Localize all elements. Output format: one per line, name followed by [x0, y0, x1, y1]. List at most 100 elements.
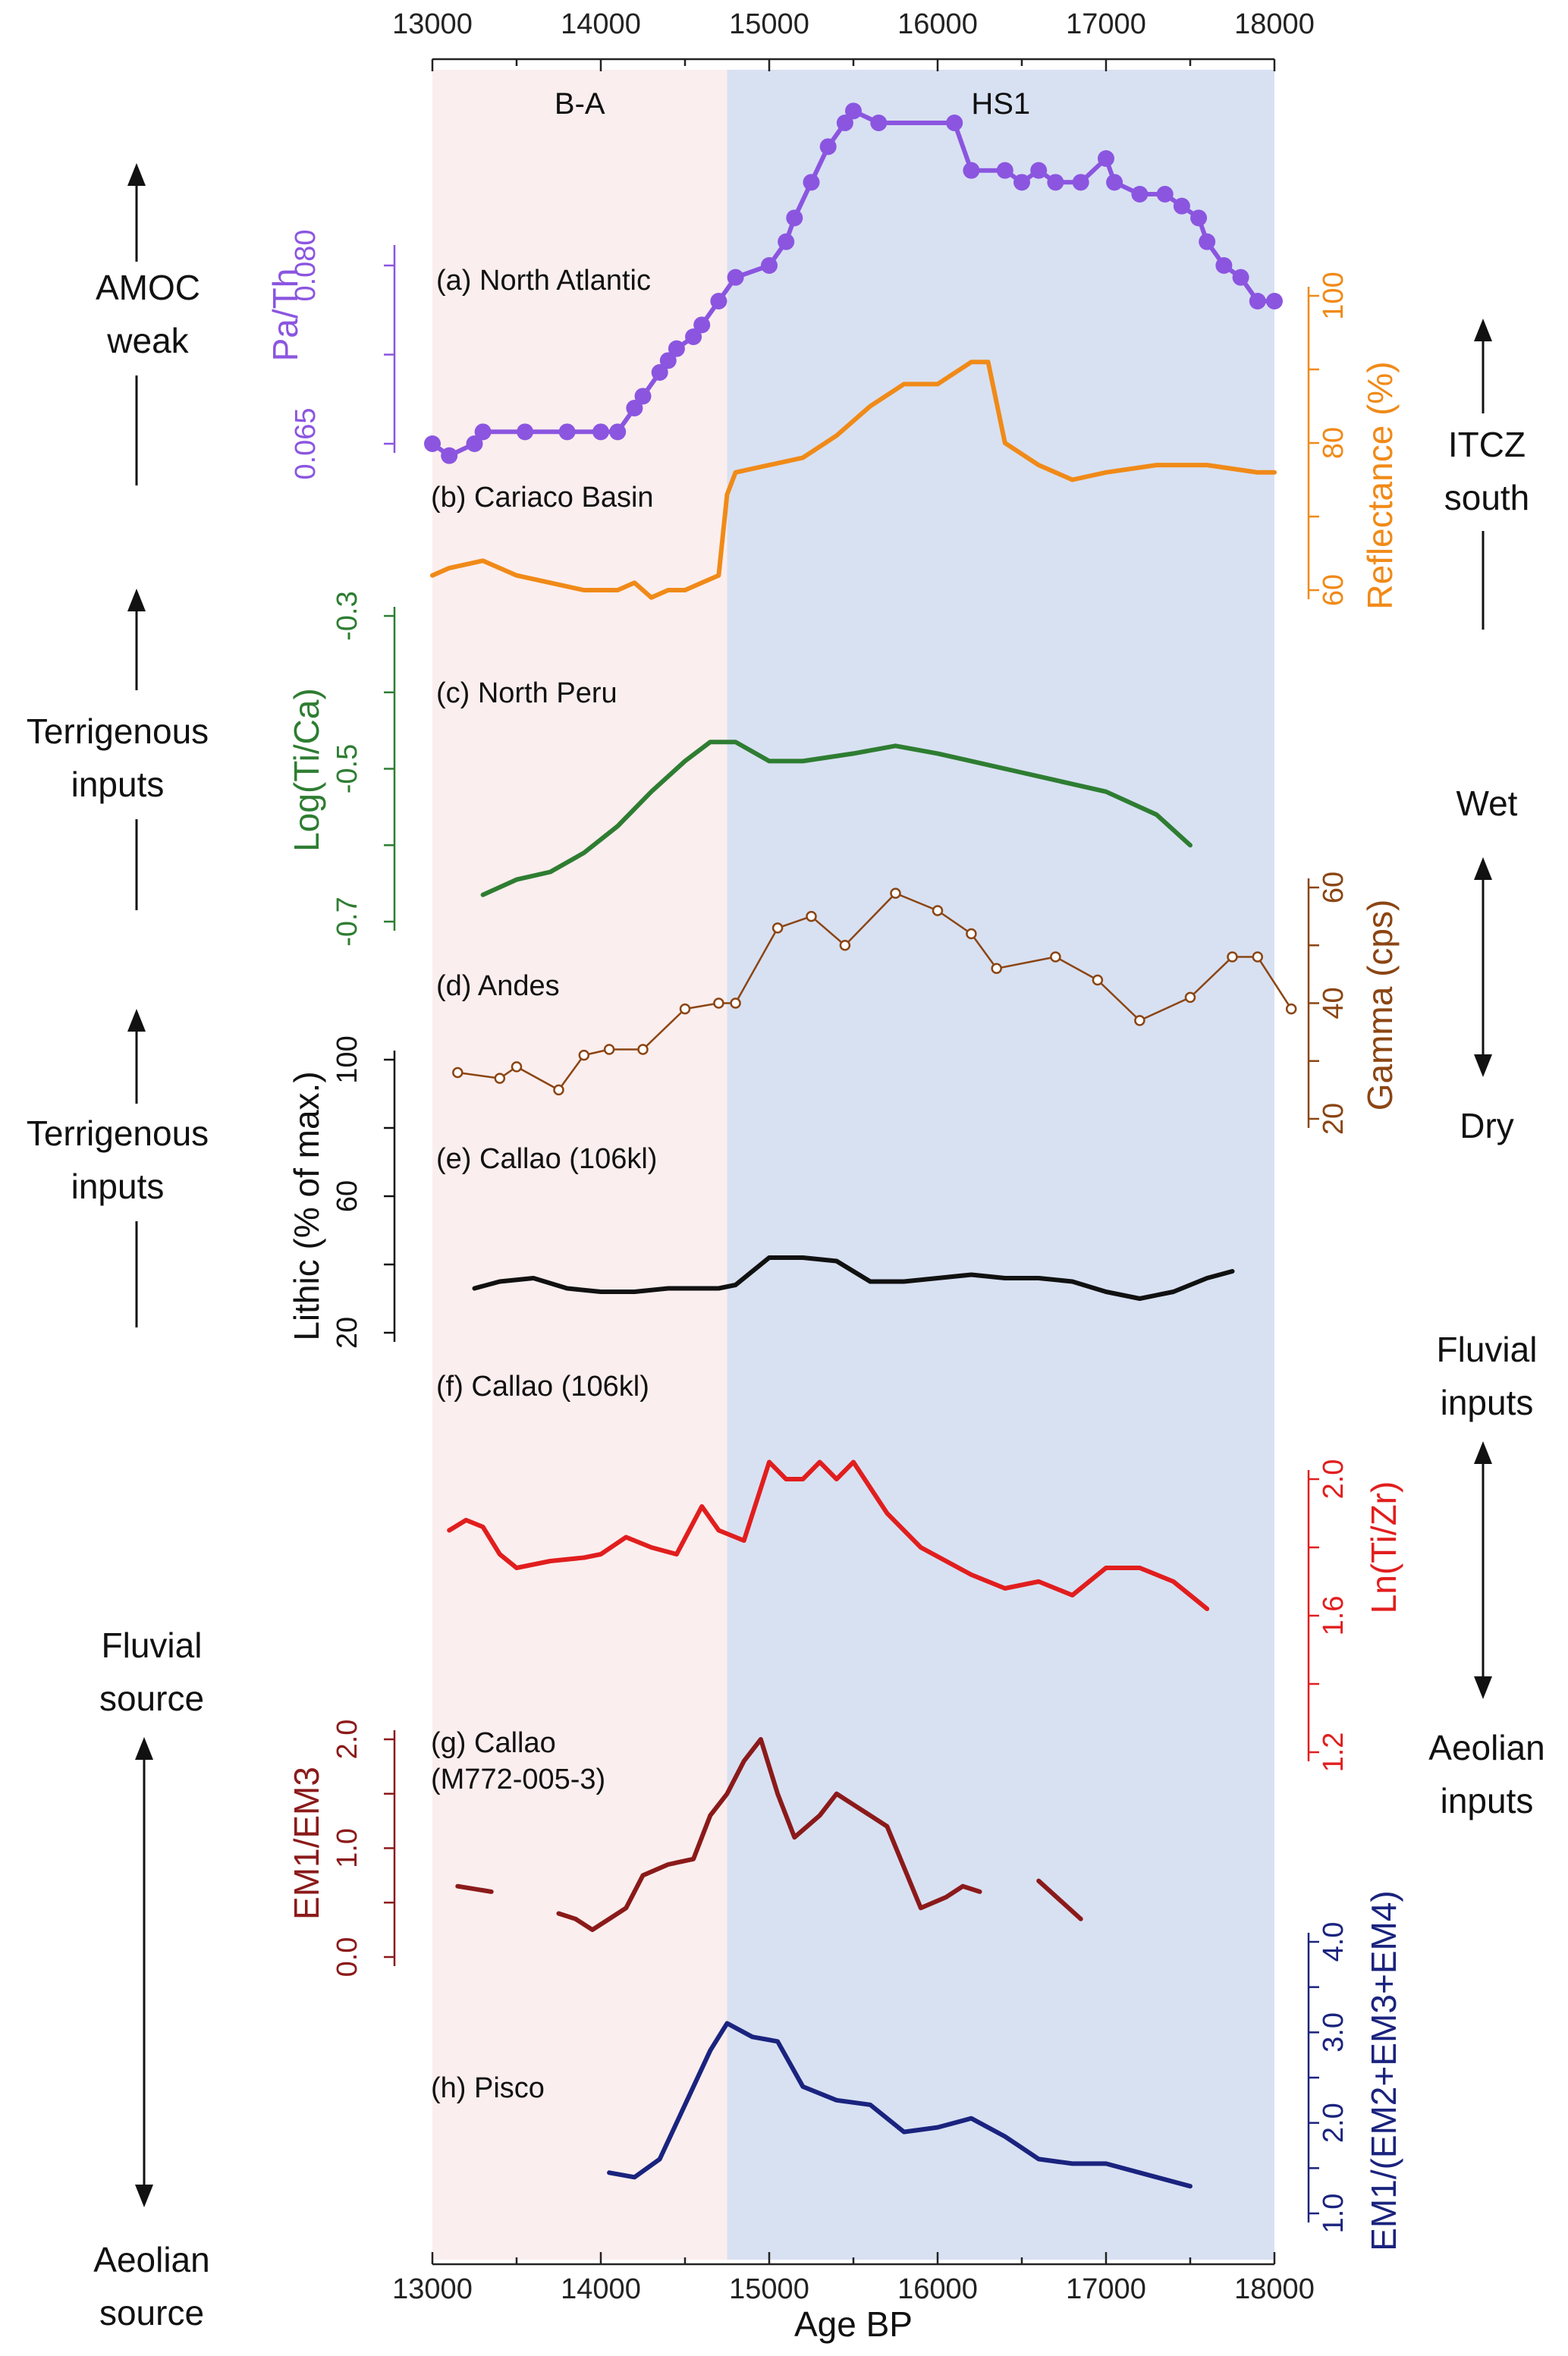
y-tick-label: 4.0: [1318, 1922, 1350, 1962]
annotation-text: south: [1444, 478, 1530, 517]
x-tick-label: 18000: [1234, 2273, 1315, 2305]
panel-label-f: (f) Callao (106kl): [436, 1371, 649, 1403]
data-point: [1047, 174, 1064, 190]
data-point: [1233, 269, 1249, 286]
y-tick-label: 1.0: [1318, 2194, 1350, 2234]
panel-label-g-line1: (g) Callao: [431, 1727, 556, 1759]
data-point: [761, 257, 778, 274]
data-point: [1249, 293, 1266, 309]
data-point: [807, 912, 816, 921]
x-tick-label: 15000: [729, 2273, 809, 2305]
paleoclimate-stacked-chart: B-A HS1 13000 14000 15000 16000 17000 18000 1…: [0, 0, 1568, 2356]
data-point: [891, 889, 900, 898]
data-point: [1174, 198, 1190, 215]
data-point: [803, 174, 820, 190]
annotation-text: inputs: [71, 1167, 165, 1206]
x-tick-label: 14000: [561, 8, 641, 40]
data-point: [555, 1085, 564, 1095]
data-point: [1013, 174, 1030, 190]
y-tick-label: 60: [332, 1180, 363, 1212]
data-point: [1106, 174, 1123, 190]
y-axis-title: Reflectance (%): [1360, 361, 1400, 609]
data-point: [639, 1045, 648, 1054]
panel-label-h: (h) Pisco: [431, 2072, 545, 2104]
panel-label-a: (a) North Atlantic: [436, 265, 651, 297]
data-point: [845, 102, 862, 119]
data-point: [933, 906, 942, 916]
y-tick-label: 60: [1318, 574, 1350, 606]
band-heinrich-stadial-1: [727, 70, 1275, 2260]
data-point: [668, 341, 685, 357]
annotation-text: source: [99, 1679, 204, 1718]
x-tick-label: 16000: [897, 2273, 978, 2305]
data-point: [1098, 150, 1114, 167]
x-tick-label: 18000: [1234, 8, 1315, 40]
panel-label-b: (b) Cariaco Basin: [431, 482, 654, 514]
data-point: [778, 234, 794, 250]
y-tick-label: 1.6: [1318, 1596, 1350, 1636]
y-axis-title: Gamma (cps): [1360, 900, 1400, 1111]
panel-label-g-line2: (M772-005-3): [431, 1764, 605, 1795]
annotation-text: Terrigenous: [27, 712, 209, 751]
y-tick-label: 2.0: [1318, 1459, 1350, 1500]
x-tick-label: 15000: [729, 8, 809, 40]
data-point: [1093, 975, 1102, 985]
data-point: [773, 923, 782, 932]
data-point: [820, 138, 837, 155]
data-point: [495, 1074, 504, 1083]
y-tick-label: 0.0: [332, 1937, 363, 1977]
y-tick-label: 1.2: [1318, 1732, 1350, 1773]
y-tick-label: 3.0: [1318, 2012, 1350, 2053]
x-axis-title: Age BP: [794, 2304, 913, 2344]
data-point: [475, 423, 492, 440]
data-point: [1199, 234, 1215, 250]
y-tick-label: -0.3: [332, 591, 363, 640]
band-label-ba: B-A: [555, 87, 605, 121]
data-point: [1051, 953, 1060, 962]
annotation-text: Wet: [1456, 784, 1518, 823]
data-point: [997, 162, 1013, 179]
data-point: [992, 964, 1001, 973]
x-tick-label: 17000: [1066, 2273, 1146, 2305]
data-point: [453, 1068, 462, 1077]
annotation-text: inputs: [71, 765, 165, 804]
data-point: [680, 1004, 690, 1013]
y-axis-title: EM1/(EM2+EM3+EM4): [1364, 1890, 1403, 2251]
data-point: [1157, 186, 1174, 203]
y-tick-label: 60: [1318, 872, 1350, 903]
data-point: [693, 316, 710, 333]
data-point: [580, 1051, 589, 1060]
x-tick-label: 16000: [897, 8, 978, 40]
x-tick-label: 14000: [561, 2273, 641, 2305]
data-point: [592, 423, 609, 440]
annotation-text: weak: [106, 321, 189, 360]
y-tick-label: 0.065: [290, 407, 322, 479]
y-tick-label: 20: [332, 1317, 363, 1349]
panel-label-d: (d) Andes: [436, 970, 560, 1002]
data-point: [966, 929, 976, 938]
data-point: [1266, 293, 1283, 309]
y-tick-label: -0.7: [332, 897, 363, 946]
data-point: [1131, 186, 1148, 203]
y-axis-title: Ln(Ti/Zr): [1364, 1481, 1403, 1614]
data-point: [841, 941, 850, 950]
data-point: [1215, 257, 1232, 274]
data-point: [609, 423, 626, 440]
data-point: [870, 115, 887, 131]
data-point: [731, 999, 740, 1008]
band-label-hs1: HS1: [971, 87, 1030, 121]
annotation-text: AMOC: [96, 268, 200, 307]
annotation-text: source: [99, 2293, 204, 2332]
data-point: [1287, 1004, 1296, 1013]
data-point: [710, 293, 727, 309]
y-tick-label: 1.0: [332, 1828, 363, 1868]
data-point: [1253, 953, 1262, 962]
y-tick-label: 100: [1318, 272, 1350, 319]
x-tick-label: 13000: [392, 8, 473, 40]
y-axis-title: Log(Ti/Ca): [287, 688, 326, 852]
annotation-text: Aeolian: [1428, 1728, 1544, 1767]
x-tick-label: 13000: [392, 2273, 473, 2305]
y-tick-label: 20: [1318, 1103, 1350, 1135]
data-point: [963, 162, 979, 179]
x-tick-label: 17000: [1066, 8, 1146, 40]
